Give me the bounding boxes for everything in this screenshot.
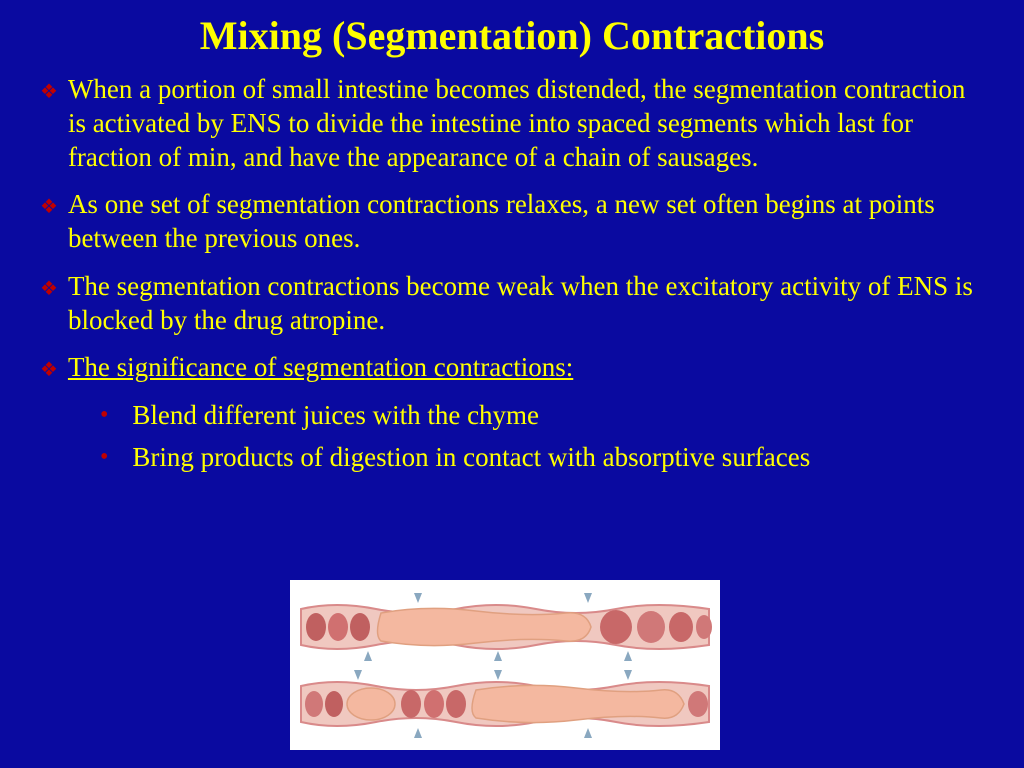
diamond-icon: ❖ xyxy=(40,194,58,219)
dot-icon: • xyxy=(100,403,108,427)
sub-bullet-text: Bring products of digestion in contact w… xyxy=(132,441,810,473)
bullet-item: ❖ When a portion of small intestine beco… xyxy=(40,73,984,174)
intestine-row-1 xyxy=(296,591,714,663)
main-bullet-list: ❖ When a portion of small intestine beco… xyxy=(40,73,984,385)
bullet-item: ❖ The significance of segmentation contr… xyxy=(40,351,984,385)
sub-bullet-item: • Bring products of digestion in contact… xyxy=(100,441,984,473)
dot-icon: • xyxy=(100,445,108,469)
bullet-item: ❖ The segmentation contractions become w… xyxy=(40,270,984,338)
intestine-row-2 xyxy=(296,668,714,740)
sub-bullet-list: • Blend different juices with the chyme … xyxy=(100,399,984,474)
bullet-text: When a portion of small intestine become… xyxy=(68,73,984,174)
bullet-text: As one set of segmentation contractions … xyxy=(68,188,984,256)
bullet-item: ❖ As one set of segmentation contraction… xyxy=(40,188,984,256)
diamond-icon: ❖ xyxy=(40,79,58,104)
slide: Mixing (Segmentation) Contractions ❖ Whe… xyxy=(0,0,1024,768)
diamond-icon: ❖ xyxy=(40,357,58,382)
sub-bullet-text: Blend different juices with the chyme xyxy=(132,399,539,431)
sub-bullet-item: • Blend different juices with the chyme xyxy=(100,399,984,431)
intestine-svg-2 xyxy=(296,668,714,740)
intestine-svg-1 xyxy=(296,591,714,663)
intestine-diagram xyxy=(290,580,720,750)
diamond-icon: ❖ xyxy=(40,276,58,301)
bullet-text-underlined: The significance of segmentation contrac… xyxy=(68,351,573,385)
slide-title: Mixing (Segmentation) Contractions xyxy=(40,12,984,59)
bullet-text: The segmentation contractions become wea… xyxy=(68,270,984,338)
